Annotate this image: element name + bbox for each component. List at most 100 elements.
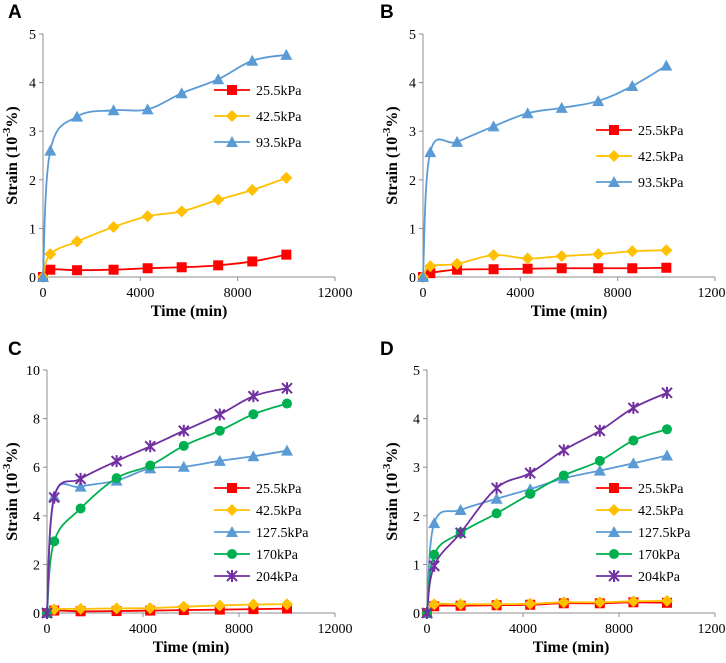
data-point (141, 103, 154, 115)
y-tick-label: 5 (29, 28, 36, 43)
x-tick-label: 12000 (318, 622, 353, 637)
panel-label: B (380, 2, 394, 23)
data-point (429, 549, 440, 560)
legend-entry: 127.5kPa (596, 526, 691, 541)
data-point (44, 144, 57, 156)
data-point (280, 171, 293, 184)
y-tick-label: 4 (29, 77, 36, 92)
y-tick-label: 5 (409, 28, 416, 43)
panel-label: A (8, 2, 22, 23)
x-tick-label: 4000 (129, 622, 157, 637)
legend-marker (609, 549, 619, 559)
legend-entry: 25.5kPa (596, 482, 684, 497)
data-point (451, 257, 464, 270)
series-line (426, 392, 668, 614)
legend-label: 93.5kPa (256, 136, 302, 151)
series-42-5kpa (37, 171, 293, 283)
data-point (626, 80, 639, 92)
legend-label: 42.5kPa (256, 110, 302, 125)
legend-label: 25.5kPa (638, 124, 684, 139)
data-point (524, 467, 536, 480)
y-tick-label: 6 (33, 461, 40, 476)
data-point (555, 250, 568, 263)
x-axis-title: Time (min) (153, 639, 230, 656)
data-point (74, 480, 87, 492)
data-point (178, 424, 190, 437)
data-point (490, 482, 503, 495)
data-point (661, 449, 673, 461)
series-line (426, 428, 668, 614)
legend-marker (226, 110, 238, 122)
legend-marker (608, 176, 620, 187)
data-point (281, 382, 293, 395)
panel-label: D (380, 339, 394, 360)
data-point (213, 599, 226, 612)
legend-label: 42.5kPa (256, 504, 302, 519)
data-point (48, 491, 60, 504)
x-tick-label: 8000 (605, 622, 633, 637)
data-point (661, 594, 673, 607)
data-point (555, 101, 568, 113)
data-point (214, 408, 226, 421)
legend-entry: 25.5kPa (596, 124, 684, 139)
legend-entry: 204kPa (214, 570, 299, 585)
data-point (424, 260, 437, 273)
legend-label: 127.5kPa (256, 526, 309, 541)
legend-entry: 93.5kPa (214, 136, 302, 151)
data-point (141, 210, 154, 223)
data-point (248, 409, 259, 420)
legend-entry: 42.5kPa (596, 504, 684, 519)
data-point (107, 104, 120, 116)
x-tick-label: 12000 (318, 286, 353, 301)
data-point (424, 146, 437, 158)
y-axis-title-main: Strain (10 (4, 137, 21, 205)
y-axis-title-tail: %) (4, 442, 21, 463)
data-point (75, 503, 86, 514)
x-tick-label: 8000 (604, 286, 632, 301)
legend-label: 25.5kPa (256, 482, 302, 497)
data-point (247, 256, 258, 267)
legend-entry: 93.5kPa (596, 176, 684, 191)
x-tick-label: 0 (44, 622, 51, 637)
data-point (144, 440, 156, 453)
data-point (281, 598, 293, 611)
y-tick-label: 0 (409, 271, 416, 286)
y-axis-title-tail: %) (384, 442, 401, 463)
data-point (41, 607, 53, 619)
y-tick-label: 3 (409, 125, 416, 140)
chart-panel-d: D 0 1 2 3 4 5 0 4000 8000 12000 Time (min) Strain (1… (380, 339, 726, 656)
data-point (521, 252, 534, 265)
legend-label: 204kPa (256, 570, 299, 585)
data-point (593, 263, 604, 274)
legend-label: 42.5kPa (638, 504, 684, 519)
legend-label: 170kPa (256, 548, 299, 563)
data-point (247, 450, 260, 462)
y-axis-title-main: Strain (10 (384, 137, 401, 205)
y-axis-title-exponent: -3 (1, 463, 13, 473)
data-point (594, 455, 605, 466)
data-point (213, 454, 226, 466)
data-point (246, 54, 259, 66)
data-point (593, 464, 606, 476)
series-204kpa (41, 382, 293, 619)
legend-marker (226, 570, 238, 582)
y-axis-title-main: Strain (10 (4, 473, 21, 541)
y-tick-label: 8 (33, 413, 40, 428)
data-point (428, 559, 440, 572)
data-point (107, 220, 120, 233)
legend-marker (226, 136, 238, 147)
x-tick-label: 0 (40, 286, 47, 301)
x-tick-label: 4000 (126, 286, 154, 301)
y-tick-label: 2 (33, 558, 40, 573)
data-point (71, 235, 84, 248)
data-point (626, 245, 639, 258)
legend-entry: 25.5kPa (214, 84, 302, 99)
data-point (556, 263, 567, 274)
series-93-5kpa (417, 59, 673, 282)
legend-entry: 42.5kPa (214, 110, 302, 125)
legend-label: 204kPa (638, 570, 681, 585)
y-tick-label: 0 (29, 271, 36, 286)
data-point (280, 48, 293, 60)
y-axis-title-exponent: -3 (381, 127, 393, 137)
